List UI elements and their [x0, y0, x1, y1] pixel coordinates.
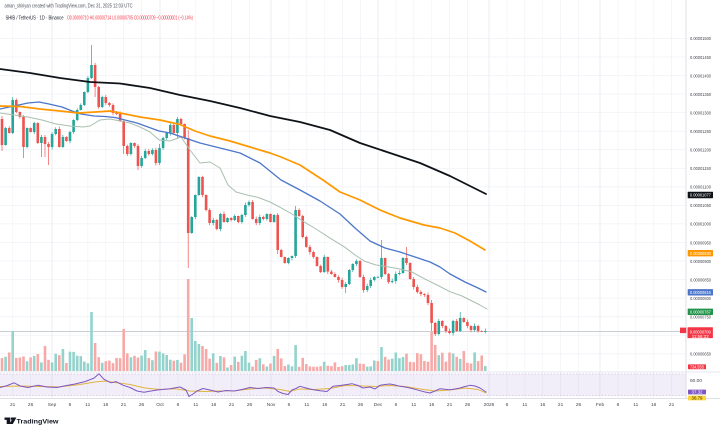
svg-text:16: 16	[540, 402, 546, 408]
svg-text:11: 11	[193, 402, 198, 408]
svg-text:Feb: Feb	[596, 402, 605, 408]
svg-text:36.79: 36.79	[692, 396, 704, 401]
svg-text:11: 11	[411, 402, 416, 408]
svg-text:Dec: Dec	[374, 402, 383, 408]
svg-text:6: 6	[395, 402, 398, 408]
svg-text:16: 16	[211, 402, 217, 408]
svg-text:Oct: Oct	[156, 402, 164, 408]
svg-text:21: 21	[10, 402, 16, 408]
svg-text:6: 6	[69, 402, 72, 408]
svg-text:26: 26	[465, 402, 471, 408]
svg-text:16: 16	[429, 402, 435, 408]
svg-text:0.00001050: 0.00001050	[690, 203, 711, 209]
svg-text:0.00000750: 0.00000750	[690, 315, 711, 321]
svg-text:21: 21	[340, 402, 346, 408]
svg-text:21: 21	[121, 402, 127, 408]
svg-text:16: 16	[103, 402, 109, 408]
svg-text:O0.00000710 H0.00000714 L0.000: O0.00000710 H0.00000714 L0.00000705 C0.0…	[67, 15, 193, 21]
svg-text:0.00001100: 0.00001100	[690, 185, 711, 191]
svg-text:0.00000950: 0.00000950	[690, 240, 711, 246]
svg-text:11: 11	[522, 402, 527, 408]
svg-text:6: 6	[617, 402, 620, 408]
svg-text:0.00000850: 0.00000850	[690, 277, 711, 283]
svg-text:0.00000709: 0.00000709	[690, 329, 711, 334]
svg-text:0.00000767: 0.00000767	[690, 309, 711, 314]
svg-text:60.00: 60.00	[690, 378, 702, 384]
svg-text:6: 6	[506, 402, 509, 408]
svg-text:0.00001450: 0.00001450	[690, 55, 711, 61]
svg-text:11: 11	[633, 402, 638, 408]
svg-text:11:56:22: 11:56:22	[692, 334, 709, 339]
svg-text:26: 26	[576, 402, 582, 408]
svg-text:aman_shiriyan created with Tra: aman_shiriyan created with TradingView.c…	[5, 4, 133, 10]
svg-text:0.00000930: 0.00000930	[690, 251, 711, 256]
svg-text:0.00000816: 0.00000816	[690, 290, 711, 295]
svg-text:26: 26	[139, 402, 145, 408]
svg-text:0.00001400: 0.00001400	[690, 73, 711, 79]
svg-text:0.00001200: 0.00001200	[690, 148, 711, 154]
svg-text:16: 16	[651, 402, 657, 408]
svg-text:0.00001300: 0.00001300	[690, 110, 711, 116]
svg-text:Sep: Sep	[48, 402, 57, 408]
svg-text:21: 21	[558, 402, 564, 408]
svg-text:0.00001150: 0.00001150	[690, 166, 711, 172]
svg-text:0.00001250: 0.00001250	[690, 129, 711, 135]
svg-text:37.32: 37.32	[692, 390, 704, 395]
svg-text:26: 26	[28, 402, 34, 408]
svg-text:734.55B: 734.55B	[690, 364, 704, 369]
svg-text:Nov: Nov	[267, 402, 276, 408]
svg-text:6: 6	[177, 402, 180, 408]
svg-text:0.00001077: 0.00001077	[690, 193, 711, 198]
svg-text:16: 16	[322, 402, 328, 408]
svg-text:0.00001500: 0.00001500	[690, 36, 711, 42]
svg-text:6: 6	[288, 402, 291, 408]
svg-text:SHIB / TetherUS · 1D · Binance: SHIB / TetherUS · 1D · Binance	[6, 15, 64, 21]
svg-text:21: 21	[669, 402, 675, 408]
svg-text:11: 11	[85, 402, 90, 408]
svg-text:26: 26	[358, 402, 364, 408]
svg-text:0.00001350: 0.00001350	[690, 92, 711, 98]
svg-text:11: 11	[304, 402, 309, 408]
svg-text:21: 21	[229, 402, 235, 408]
svg-text:26: 26	[247, 402, 253, 408]
svg-text:0.00000650: 0.00000650	[690, 352, 711, 358]
svg-text:21: 21	[447, 402, 453, 408]
svg-text:TradingView: TradingView	[17, 419, 60, 426]
svg-text:0.00000800: 0.00000800	[690, 296, 711, 302]
svg-text:0.00001000: 0.00001000	[690, 222, 711, 228]
svg-text:2026: 2026	[484, 402, 495, 408]
svg-text:0.00000900: 0.00000900	[690, 259, 711, 265]
